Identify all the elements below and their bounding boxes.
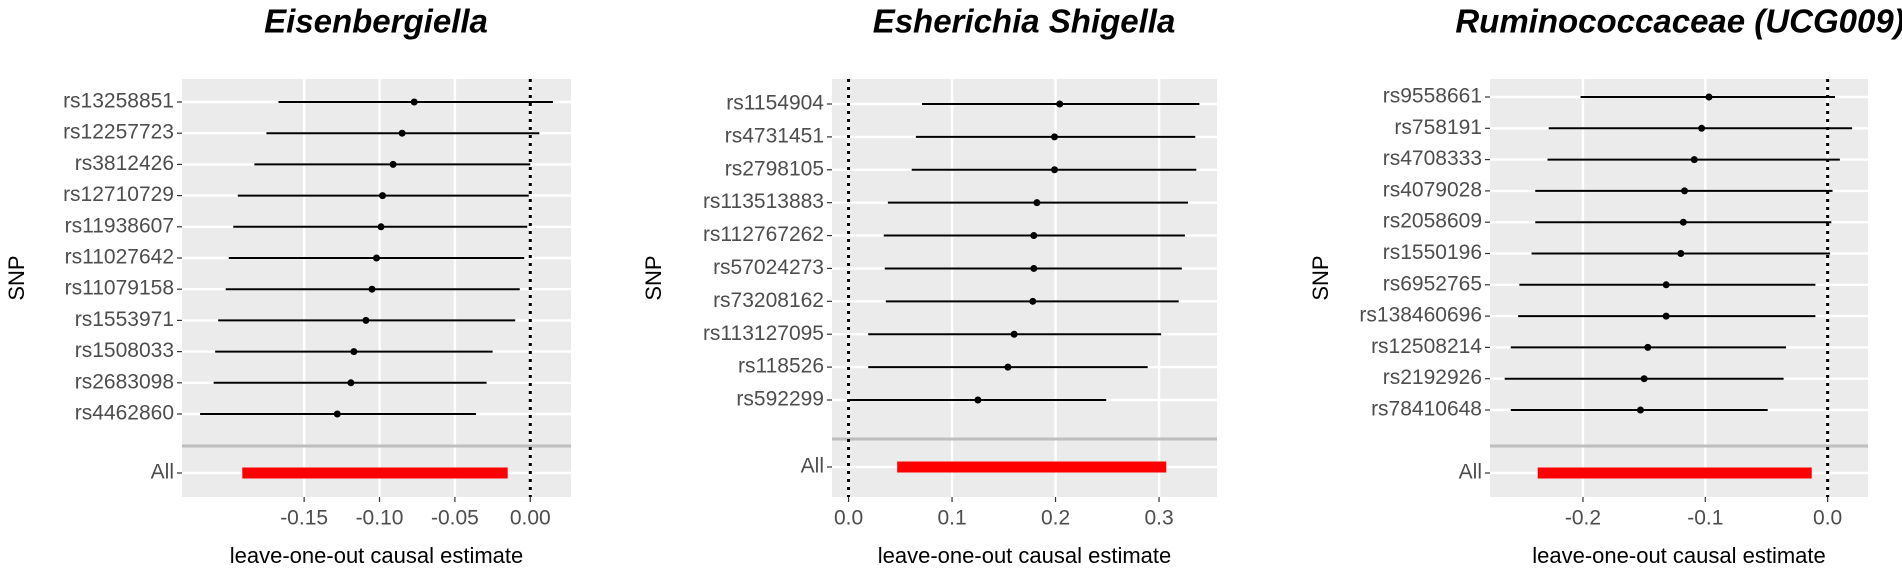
- estimate-point: [389, 160, 397, 168]
- y-tick-label: All: [151, 461, 174, 484]
- y-tick-label: rs1508033: [75, 339, 174, 362]
- x-tick-label: 0.2: [1041, 507, 1070, 530]
- chart-title: Esherichia Shigella: [873, 3, 1176, 40]
- x-tick-label: -0.05: [431, 507, 479, 530]
- estimate-point: [1030, 232, 1038, 240]
- x-tick-label: 0.0: [1813, 507, 1842, 530]
- x-tick-label: -0.15: [280, 507, 328, 530]
- y-tick-label: rs4462860: [75, 402, 174, 425]
- y-tick-label: rs11938607: [65, 214, 174, 237]
- estimate-point: [1010, 330, 1018, 338]
- estimate-point: [1698, 124, 1706, 132]
- y-tick-label: rs73208162: [713, 289, 824, 312]
- estimate-point: [1030, 264, 1038, 272]
- y-tick-label: rs1553971: [75, 308, 174, 331]
- x-tick-label: 0.3: [1144, 507, 1173, 530]
- chart-title: Ruminococcaceae (UCG009): [1455, 3, 1902, 40]
- estimate-point: [1690, 156, 1698, 164]
- y-tick-label: All: [1459, 461, 1482, 484]
- y-tick-label: rs4731451: [725, 124, 824, 147]
- chart-title: Eisenbergiella: [264, 3, 488, 40]
- estimate-point: [1640, 375, 1648, 383]
- estimate-point: [1029, 297, 1037, 305]
- y-tick-label: rs2192926: [1383, 366, 1482, 389]
- estimate-point: [1051, 133, 1059, 141]
- estimate-point: [350, 348, 358, 356]
- y-tick-label: rs13258851: [63, 90, 174, 113]
- x-axis-title: leave-one-out causal estimate: [878, 543, 1172, 568]
- y-tick-label: rs12710729: [63, 183, 174, 206]
- y-tick-label: rs9558661: [1383, 85, 1482, 108]
- y-tick-label: rs2798105: [725, 157, 824, 180]
- estimate-point: [1705, 93, 1713, 101]
- x-tick-label: -0.2: [1565, 507, 1601, 530]
- estimate-point: [377, 223, 385, 231]
- estimate-point: [1636, 406, 1644, 414]
- y-tick-label: rs1550196: [1383, 241, 1482, 264]
- y-tick-label: rs112767262: [703, 223, 824, 246]
- x-axis-title: leave-one-out causal estimate: [1532, 543, 1826, 568]
- y-tick-label: rs2683098: [75, 370, 174, 393]
- estimate-point: [362, 316, 370, 324]
- y-tick-label: All: [801, 455, 824, 478]
- y-tick-label: rs4708333: [1383, 147, 1482, 170]
- estimate-point: [1004, 363, 1012, 371]
- estimate-point: [379, 192, 387, 200]
- y-tick-label: rs758191: [1394, 116, 1482, 139]
- y-tick-label: rs1154904: [726, 92, 824, 115]
- x-tick-label: 0.0: [834, 507, 863, 530]
- panel-background: [1490, 79, 1868, 497]
- y-tick-label: rs6952765: [1383, 272, 1482, 295]
- y-tick-label: rs138460696: [1359, 304, 1482, 327]
- estimate-point: [974, 396, 982, 404]
- estimate-point: [410, 98, 418, 106]
- x-tick-label: 0.00: [510, 507, 551, 530]
- y-axis-title: SNP: [641, 255, 666, 300]
- y-axis-title: SNP: [4, 255, 29, 300]
- y-tick-label: rs3812426: [75, 152, 174, 175]
- estimate-point: [347, 379, 355, 387]
- y-tick-label: rs592299: [736, 388, 824, 411]
- y-tick-label: rs4079028: [1383, 178, 1482, 201]
- estimate-point: [1051, 166, 1059, 174]
- estimate-point: [333, 410, 341, 418]
- estimate-point: [1679, 218, 1687, 226]
- y-tick-label: rs78410648: [1371, 398, 1482, 421]
- panel-background: [832, 79, 1217, 497]
- y-tick-label: rs118526: [738, 355, 824, 378]
- y-axis-title: SNP: [1308, 255, 1333, 300]
- y-tick-label: rs12257723: [63, 121, 174, 144]
- y-tick-label: rs2058609: [1383, 210, 1482, 233]
- y-tick-label: rs57024273: [713, 256, 824, 279]
- y-tick-label: rs113127095: [703, 322, 824, 345]
- estimate-point: [1662, 281, 1670, 289]
- x-tick-label: -0.1: [1687, 507, 1723, 530]
- estimate-point: [1033, 199, 1041, 207]
- estimate-point: [1662, 312, 1670, 320]
- estimate-point: [368, 285, 376, 293]
- estimate-point: [1056, 100, 1064, 108]
- estimate-point: [1681, 187, 1689, 195]
- y-tick-label: rs113513883: [703, 190, 824, 213]
- estimate-point: [398, 129, 406, 137]
- x-axis-title: leave-one-out causal estimate: [230, 543, 524, 568]
- estimate-point: [1677, 250, 1685, 257]
- estimate-point: [373, 254, 380, 262]
- estimate-point: [1644, 343, 1652, 351]
- y-tick-label: rs11079158: [65, 277, 174, 300]
- y-tick-label: rs11027642: [65, 246, 174, 269]
- x-tick-label: -0.10: [356, 507, 404, 530]
- x-tick-label: 0.1: [937, 507, 966, 530]
- y-tick-label: rs12508214: [1371, 335, 1482, 358]
